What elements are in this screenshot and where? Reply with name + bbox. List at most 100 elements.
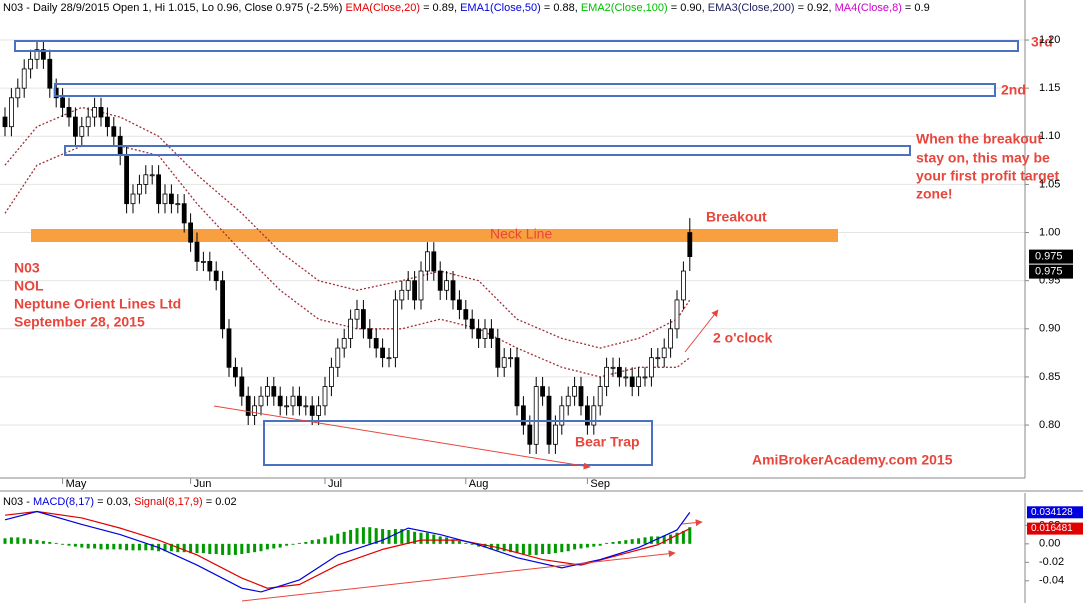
- candle-body: [28, 58, 34, 70]
- chart-header: N03 - Daily 28/9/2015 Open 1, Hi 1.015, …: [3, 2, 930, 14]
- candle-body: [41, 49, 46, 60]
- candle-body: [495, 338, 501, 368]
- candle-body: [661, 347, 667, 359]
- y-tick-label: 0.90: [1039, 323, 1060, 335]
- price-label-box: [1029, 264, 1073, 279]
- candle-body: [111, 126, 117, 137]
- candle-body: [488, 328, 494, 339]
- candle-body: [284, 405, 290, 408]
- histogram-bar: [630, 539, 634, 544]
- candle-body: [501, 357, 507, 368]
- header-part: = 0.03,: [94, 496, 134, 508]
- candle-body: [328, 366, 334, 387]
- candle-body: [476, 328, 482, 339]
- histogram-bar: [323, 537, 327, 544]
- resistance-box: [54, 83, 996, 97]
- y-tick-label: -0.04: [1039, 575, 1064, 587]
- header-part: N03 -: [3, 496, 33, 508]
- histogram-bar: [112, 543, 116, 550]
- histogram-bar: [259, 543, 263, 552]
- candle-body: [431, 251, 437, 272]
- x-tick-label: Aug: [469, 478, 489, 490]
- candle-body: [559, 405, 565, 426]
- candle-body: [521, 405, 526, 426]
- histogram-bar: [464, 542, 468, 544]
- annotation: N03: [14, 260, 40, 276]
- candle-body: [271, 386, 277, 397]
- x-tick-label: May: [66, 478, 87, 490]
- candle-body: [591, 405, 597, 426]
- annotation: your first profit target: [916, 168, 1059, 184]
- candle-body: [149, 174, 155, 177]
- candle-body: [2, 116, 8, 128]
- candle-body: [456, 299, 462, 310]
- candle-body: [322, 386, 328, 407]
- histogram-bar: [105, 543, 109, 550]
- candle-body: [168, 193, 174, 205]
- last-value-label: 0.016481: [1031, 523, 1073, 534]
- trend-arrow: [213, 405, 591, 470]
- line: [4, 510, 691, 589]
- histogram-bar: [566, 543, 570, 552]
- x-tick-label: Sep: [590, 478, 610, 490]
- histogram-bar: [470, 543, 474, 545]
- histogram-bar: [547, 543, 551, 555]
- candle-body: [290, 395, 296, 407]
- histogram-bar: [425, 532, 429, 544]
- candle-body: [105, 116, 110, 128]
- header-part: MACD(8,17): [33, 496, 94, 508]
- histogram-bar: [67, 543, 71, 546]
- histogram-bar: [163, 543, 167, 552]
- histogram-bar: [118, 543, 122, 550]
- candle-body: [175, 203, 181, 206]
- x-tick-label: Jun: [194, 478, 212, 490]
- histogram-bar: [93, 543, 97, 549]
- candle-body: [565, 395, 571, 407]
- candle-body: [578, 386, 584, 407]
- candle-body: [617, 366, 622, 378]
- histogram-bar: [22, 538, 26, 544]
- line: [4, 106, 691, 349]
- histogram-bar: [54, 542, 58, 544]
- y-tick-label: 0.85: [1039, 371, 1060, 383]
- candle-body: [156, 174, 162, 205]
- annotation: Bear Trap: [575, 434, 640, 450]
- candle-body: [136, 184, 142, 195]
- histogram-bar: [29, 539, 33, 544]
- histogram-bar: [304, 541, 308, 544]
- candle-body: [572, 386, 577, 397]
- histogram-bar: [451, 539, 455, 544]
- candle-body: [655, 357, 661, 360]
- annotation: When the breakout: [916, 131, 1042, 147]
- candle-body: [405, 280, 411, 291]
- histogram-bar: [9, 537, 13, 544]
- histogram-bar: [605, 542, 609, 544]
- candle-body: [124, 155, 129, 205]
- candle-body: [47, 58, 53, 89]
- candle-body: [527, 424, 533, 445]
- histogram-bar: [457, 541, 461, 544]
- histogram-bar: [598, 543, 602, 546]
- histogram-bar: [413, 531, 417, 544]
- last-value-box: [1027, 522, 1083, 535]
- histogram-bar: [688, 527, 692, 544]
- histogram-bar: [381, 529, 385, 544]
- candle-body: [73, 116, 78, 137]
- histogram-bar: [272, 543, 276, 549]
- candle-body: [143, 174, 149, 185]
- resistance-box: [64, 145, 911, 156]
- candle-body: [380, 347, 386, 359]
- header-part: EMA1(Close,50): [460, 2, 541, 14]
- candle-body: [392, 299, 398, 359]
- candle-body: [226, 328, 232, 368]
- header-part: N03 - Daily 28/9/2015 Open 1, Hi 1.015, …: [3, 2, 345, 14]
- macd-header: N03 - MACD(8,17) = 0.03, Signal(8,17,9) …: [3, 496, 237, 508]
- candle-body: [642, 376, 648, 379]
- histogram-bar: [617, 541, 621, 544]
- histogram-bar: [560, 543, 564, 553]
- histogram-bar: [521, 543, 525, 555]
- y-tick-label: 0.80: [1039, 419, 1060, 431]
- candle-body: [85, 116, 91, 128]
- candle-body: [674, 299, 680, 330]
- candle-body: [649, 357, 654, 378]
